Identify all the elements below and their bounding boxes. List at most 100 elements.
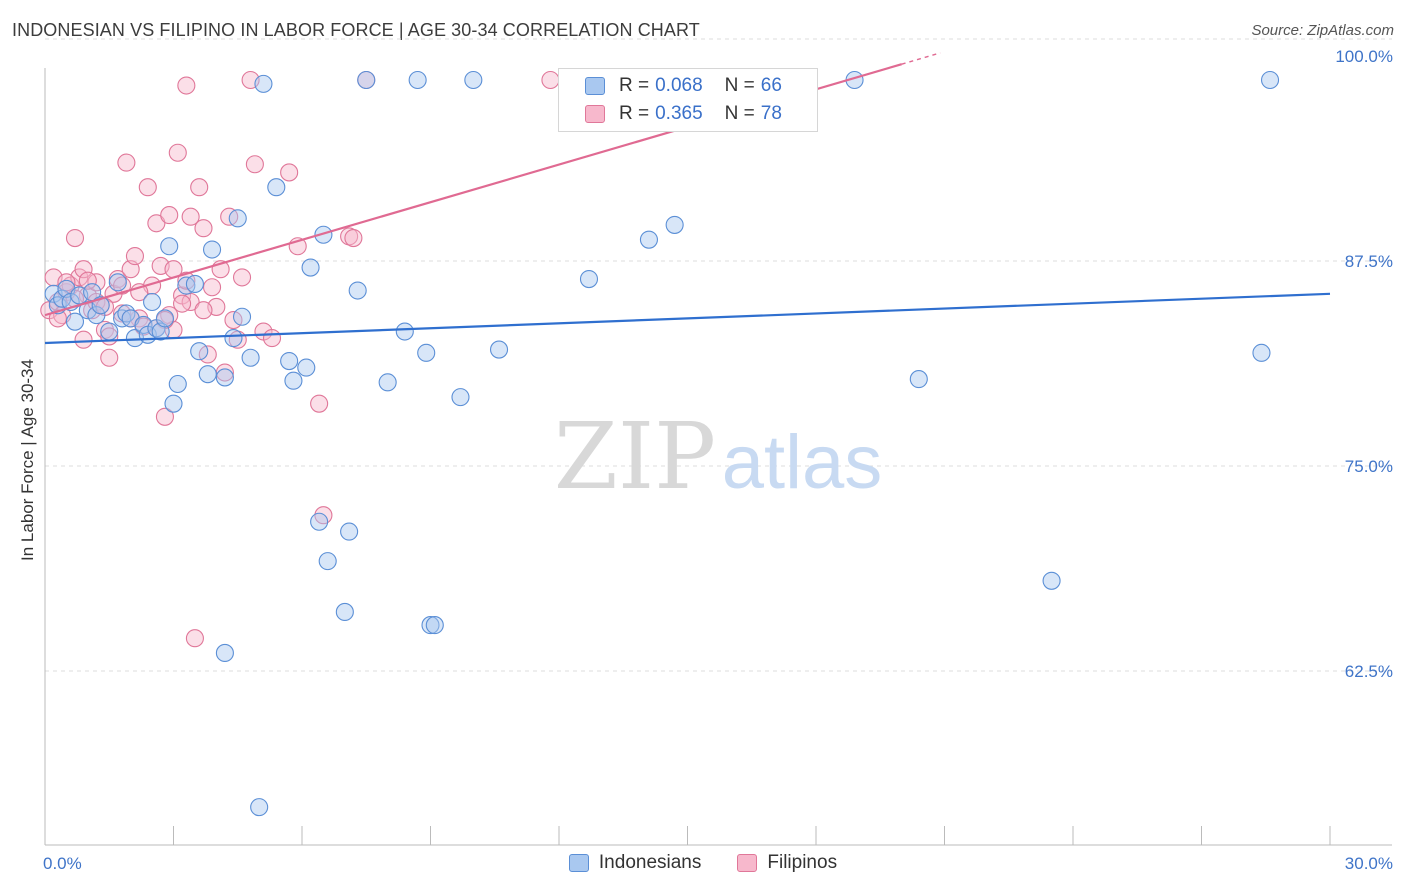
indonesians-point — [310, 512, 329, 531]
legend-item-filipinos[interactable]: Filipinos — [737, 852, 837, 874]
indonesians-point — [100, 322, 119, 341]
filipinos-point — [65, 228, 85, 248]
indonesians-point — [164, 394, 183, 413]
series-legend: Indonesians Filipinos — [0, 852, 1406, 874]
filipinos-point — [117, 153, 136, 172]
indonesians-point — [198, 365, 217, 384]
filipinos-point — [147, 214, 166, 233]
watermark: ZIP atlas — [554, 403, 882, 510]
legend-label-indonesians: Indonesians — [598, 852, 702, 873]
legend-swatch-blue — [585, 77, 605, 95]
indonesians-point — [168, 374, 187, 394]
filipinos-point — [155, 407, 174, 426]
legend-swatch-pink — [737, 854, 758, 872]
filipinos-point — [78, 271, 97, 290]
indonesians-point — [267, 178, 286, 197]
filipinos-point — [262, 329, 282, 348]
axes — [44, 68, 1392, 846]
legend-label-filipinos: Filipinos — [767, 852, 838, 873]
tick-labels: 62.5% 75.0% 87.5% 100.0% 0.0% 30.0% — [43, 47, 1393, 873]
filipinos-points — [40, 70, 757, 648]
indonesians-point — [224, 329, 243, 348]
indonesians-point — [108, 273, 127, 292]
y-tick-label: 75.0% — [1345, 457, 1393, 476]
filipinos-point — [138, 178, 157, 197]
filipinos-point — [113, 304, 132, 323]
indonesians-point — [155, 309, 174, 328]
indonesians-point — [1260, 70, 1280, 90]
stats-legend: R = 0.068 N = 66 R = 0.365 N = 78 — [558, 68, 818, 132]
r-label: R = — [619, 75, 650, 96]
filipinos-point — [541, 70, 560, 90]
indonesians-point — [297, 358, 316, 377]
filipinos-point — [203, 278, 222, 297]
legend-row-filipinos: R = 0.365 N = 78 — [585, 101, 782, 127]
indonesians-point — [228, 209, 247, 228]
indonesians-trend-line — [44, 292, 1331, 345]
n-value: 78 — [760, 103, 782, 124]
filipinos-point — [100, 348, 119, 367]
source-label: Source: ZipAtlas.com — [1251, 22, 1394, 39]
indonesians-point — [909, 370, 928, 389]
filipinos-point — [181, 207, 200, 226]
indonesians-point — [1042, 571, 1061, 590]
indonesians-point — [451, 388, 470, 407]
indonesians-point — [160, 237, 179, 256]
x-tick-label-max: 30.0% — [1345, 854, 1393, 873]
x-tick-label-min: 0.0% — [43, 854, 82, 873]
r-value: 0.365 — [655, 103, 703, 124]
r-label: R = — [619, 103, 650, 124]
filipinos-point — [194, 219, 213, 238]
indonesians-point — [241, 348, 260, 367]
legend-item-indonesians[interactable]: Indonesians — [568, 852, 702, 874]
indonesians-point — [232, 307, 252, 326]
indonesians-point — [425, 616, 444, 635]
chart-title: INDONESIAN VS FILIPINO IN LABOR FORCE | … — [12, 20, 700, 40]
filipinos-point — [177, 76, 196, 95]
n-value: 66 — [760, 75, 782, 96]
filipinos-point — [173, 294, 192, 313]
indonesians-point — [417, 343, 436, 362]
indonesians-point — [348, 281, 367, 300]
indonesians-points — [44, 70, 1280, 817]
gridlines — [45, 38, 1392, 672]
indonesians-point — [639, 230, 659, 249]
indonesians-point — [250, 798, 269, 817]
legend-row-indonesians: R = 0.068 N = 66 — [585, 73, 782, 99]
n-label: N = — [724, 103, 755, 124]
filipinos-point — [74, 260, 93, 279]
indonesians-point — [301, 258, 320, 277]
filipinos-point — [245, 155, 264, 174]
filipinos-point — [310, 394, 329, 413]
indonesians-point — [335, 602, 354, 622]
indonesians-point — [489, 340, 509, 359]
indonesians-point — [665, 215, 684, 234]
filipinos-trend-extension — [901, 52, 941, 65]
indonesians-point — [318, 552, 337, 571]
y-tick-label: 62.5% — [1345, 662, 1393, 681]
watermark-zip: ZIP — [554, 403, 716, 510]
filipinos-point — [344, 228, 363, 248]
indonesians-point — [190, 342, 209, 361]
y-tick-label: 87.5% — [1345, 252, 1393, 271]
y-tick-label: 100.0% — [1335, 47, 1393, 66]
n-label: N = — [724, 75, 755, 96]
indonesians-point — [340, 522, 359, 541]
indonesians-point — [254, 74, 273, 93]
indonesians-point — [357, 70, 376, 90]
filipinos-point — [232, 268, 252, 287]
indonesians-point — [579, 269, 599, 289]
legend-swatch-blue — [568, 854, 589, 872]
indonesians-point — [378, 373, 397, 392]
indonesians-point — [284, 371, 303, 390]
watermark-atlas: atlas — [722, 420, 883, 505]
indonesians-point — [395, 322, 414, 341]
filipinos-point — [48, 309, 67, 328]
legend-swatch-pink — [585, 105, 605, 123]
filipinos-point — [280, 163, 299, 182]
filipinos-point — [194, 301, 213, 320]
filipinos-point — [74, 330, 93, 349]
r-value: 0.068 — [655, 75, 703, 96]
indonesians-point — [314, 225, 333, 244]
